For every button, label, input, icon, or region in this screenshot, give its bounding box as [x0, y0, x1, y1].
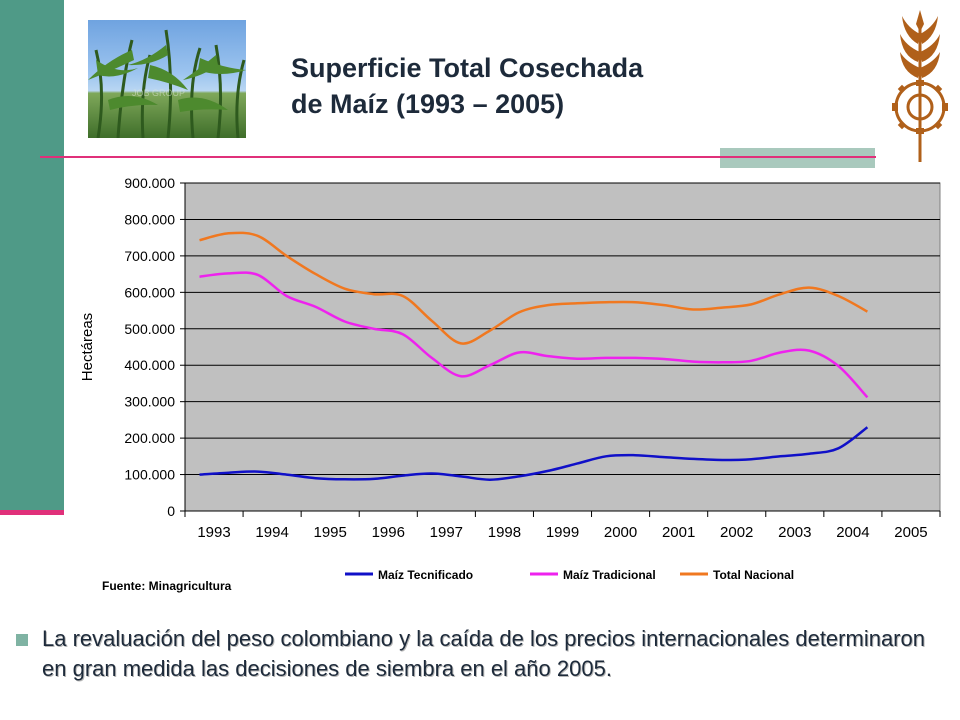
- x-tick-label: 2002: [720, 524, 753, 541]
- x-tick-label: 1995: [314, 524, 347, 541]
- maize-area-line-chart: 0 100.000 200.000 300.000 400.000 500.000 600.…: [79, 175, 941, 582]
- pink-divider-line: [40, 156, 876, 158]
- corn-field-photo: JOB GROUP: [88, 20, 246, 138]
- axis-ticks: 0 100.000 200.000 300.000 400.000 500.000 600.…: [124, 175, 941, 541]
- x-tick-label: 2003: [778, 524, 811, 541]
- y-tick-label: 800.000: [124, 211, 175, 227]
- y-tick-label: 100.000: [124, 467, 175, 483]
- photo-watermark: JOB GROUP: [132, 88, 185, 98]
- left-accent-bar: [0, 0, 64, 512]
- x-tick-label: 2000: [604, 524, 637, 541]
- y-tick-label: 200.000: [124, 430, 175, 446]
- y-tick-label: 600.000: [124, 284, 175, 300]
- slide-title-line2: de Maíz (1993 – 2005): [291, 89, 565, 119]
- legend-label-maiz-tradicional: Maíz Tradicional: [563, 568, 656, 582]
- chart-legend: Maíz Tecnificado Maíz Tradicional Total Na…: [345, 568, 794, 582]
- bullet-text: La revaluación del peso colombiano y la …: [42, 626, 925, 681]
- green-rule-block: [720, 148, 875, 168]
- corn-stalks-illustration: JOB GROUP: [88, 29, 246, 138]
- series-line-total-nacional: [199, 231, 868, 345]
- x-tick-label: 1997: [430, 524, 463, 541]
- x-tick-label: 2004: [836, 524, 869, 541]
- wheat-gear-logo: [892, 10, 948, 162]
- y-tick-label: 500.000: [124, 321, 175, 337]
- series-line-maiz-tecnificado: [199, 426, 869, 481]
- x-tick-label: 1999: [546, 524, 579, 541]
- legend-label-total-nacional: Total Nacional: [713, 568, 794, 582]
- x-tick-label: 1993: [197, 524, 230, 541]
- bullet-list: La revaluación del peso colombiano y la …: [14, 624, 954, 684]
- slide-title-line1: Superficie Total Cosechada: [291, 53, 644, 83]
- y-tick-label: 400.000: [124, 357, 175, 373]
- left-bar-pink-accent: [0, 510, 64, 515]
- series-lines: [199, 231, 869, 481]
- x-tick-label: 1994: [255, 524, 288, 541]
- x-tick-label: 2001: [662, 524, 695, 541]
- x-tick-label: 2005: [894, 524, 927, 541]
- legend-label-maiz-tecnificado: Maíz Tecnificado: [378, 568, 473, 582]
- x-tick-label: 1998: [488, 524, 521, 541]
- y-axis-label: Hectáreas: [79, 313, 96, 381]
- y-tick-label: 900.000: [124, 175, 175, 191]
- x-tick-label: 1996: [372, 524, 405, 541]
- grid-lines: [185, 182, 940, 512]
- source-note: Fuente: Minagricultura: [102, 579, 232, 593]
- slide-title: Superficie Total Cosechada de Maíz (1993…: [291, 50, 751, 122]
- bullet-marker: [16, 634, 28, 646]
- y-tick-label: 700.000: [124, 248, 175, 264]
- plot-area: [184, 182, 941, 512]
- y-tick-label: 300.000: [124, 394, 175, 410]
- y-tick-label: 0: [167, 503, 175, 519]
- series-line-maiz-tradicional: [199, 271, 869, 399]
